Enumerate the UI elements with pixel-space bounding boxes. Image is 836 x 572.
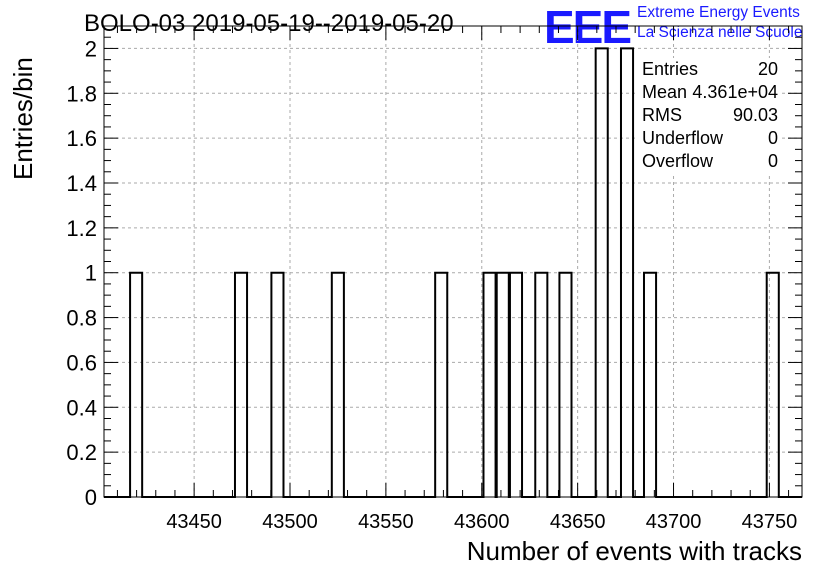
histogram-bar <box>271 273 283 497</box>
x-tick-label: 43650 <box>550 511 606 533</box>
y-tick-label: 0.6 <box>66 350 97 375</box>
y-tick-label: 1.8 <box>66 81 97 106</box>
stats-row-underflow: Underflow 0 <box>638 127 782 150</box>
logo-caption: Extreme Energy Events La Scienza nelle S… <box>637 3 802 43</box>
stats-value: 90.03 <box>732 105 778 125</box>
histogram-bar <box>559 273 571 497</box>
x-tick-label: 43500 <box>262 511 318 533</box>
histogram-bar <box>130 273 142 497</box>
stats-row-entries: Entries 20 <box>638 58 782 81</box>
y-tick-label: 0.4 <box>66 395 97 420</box>
y-tick-label: 0 <box>85 485 97 510</box>
x-tick-label: 43600 <box>454 511 510 533</box>
stats-key: RMS <box>642 105 682 125</box>
stats-value: 0 <box>767 128 778 148</box>
y-tick-label: 0.8 <box>66 306 97 331</box>
y-tick-label: 1.6 <box>66 126 97 151</box>
histogram-bar <box>483 273 495 497</box>
stats-box: Entries 20 Mean 4.361e+04 RMS 90.03 Unde… <box>638 58 782 173</box>
histogram-bar <box>332 273 344 497</box>
histogram-bar <box>235 273 247 497</box>
logo-line-2: La Scienza nelle Scuole <box>637 24 803 41</box>
x-axis-label: Number of events with tracks <box>466 536 802 566</box>
histogram-bar <box>767 273 779 497</box>
y-axis-label: Entries/bin <box>8 57 38 180</box>
y-tick-label: 1 <box>85 261 97 286</box>
stats-value: 20 <box>757 59 778 79</box>
stats-value: 4.361e+04 <box>692 82 778 102</box>
x-tick-label: 43550 <box>358 511 414 533</box>
x-tick-label: 43750 <box>742 511 798 533</box>
stats-row-mean: Mean 4.361e+04 <box>638 81 782 104</box>
y-tick-label: 0.2 <box>66 440 97 465</box>
histogram-bar <box>497 273 509 497</box>
stats-key: Overflow <box>642 151 714 171</box>
logo-line-1: Extreme Energy Events <box>637 4 800 21</box>
y-tick-label: 2 <box>85 36 97 61</box>
stats-row-overflow: Overflow 0 <box>638 150 782 173</box>
x-tick-label: 43450 <box>166 511 222 533</box>
histogram-bar <box>644 273 656 497</box>
stats-row-rms: RMS 90.03 <box>638 104 782 127</box>
y-tick-label: 1.2 <box>66 216 97 241</box>
histogram-bar <box>435 273 447 497</box>
y-tick-label: 1.4 <box>66 171 97 196</box>
stats-key: Entries <box>642 59 699 79</box>
chart-title: BOLO-03 2019-05-19--2019-05-20 <box>84 10 454 37</box>
stats-value: 0 <box>767 151 778 171</box>
stats-key: Mean <box>642 82 688 102</box>
stats-key: Underflow <box>642 128 724 148</box>
histogram-bar <box>535 273 547 497</box>
x-tick-label: 43700 <box>646 511 702 533</box>
histogram-bar <box>510 273 522 497</box>
